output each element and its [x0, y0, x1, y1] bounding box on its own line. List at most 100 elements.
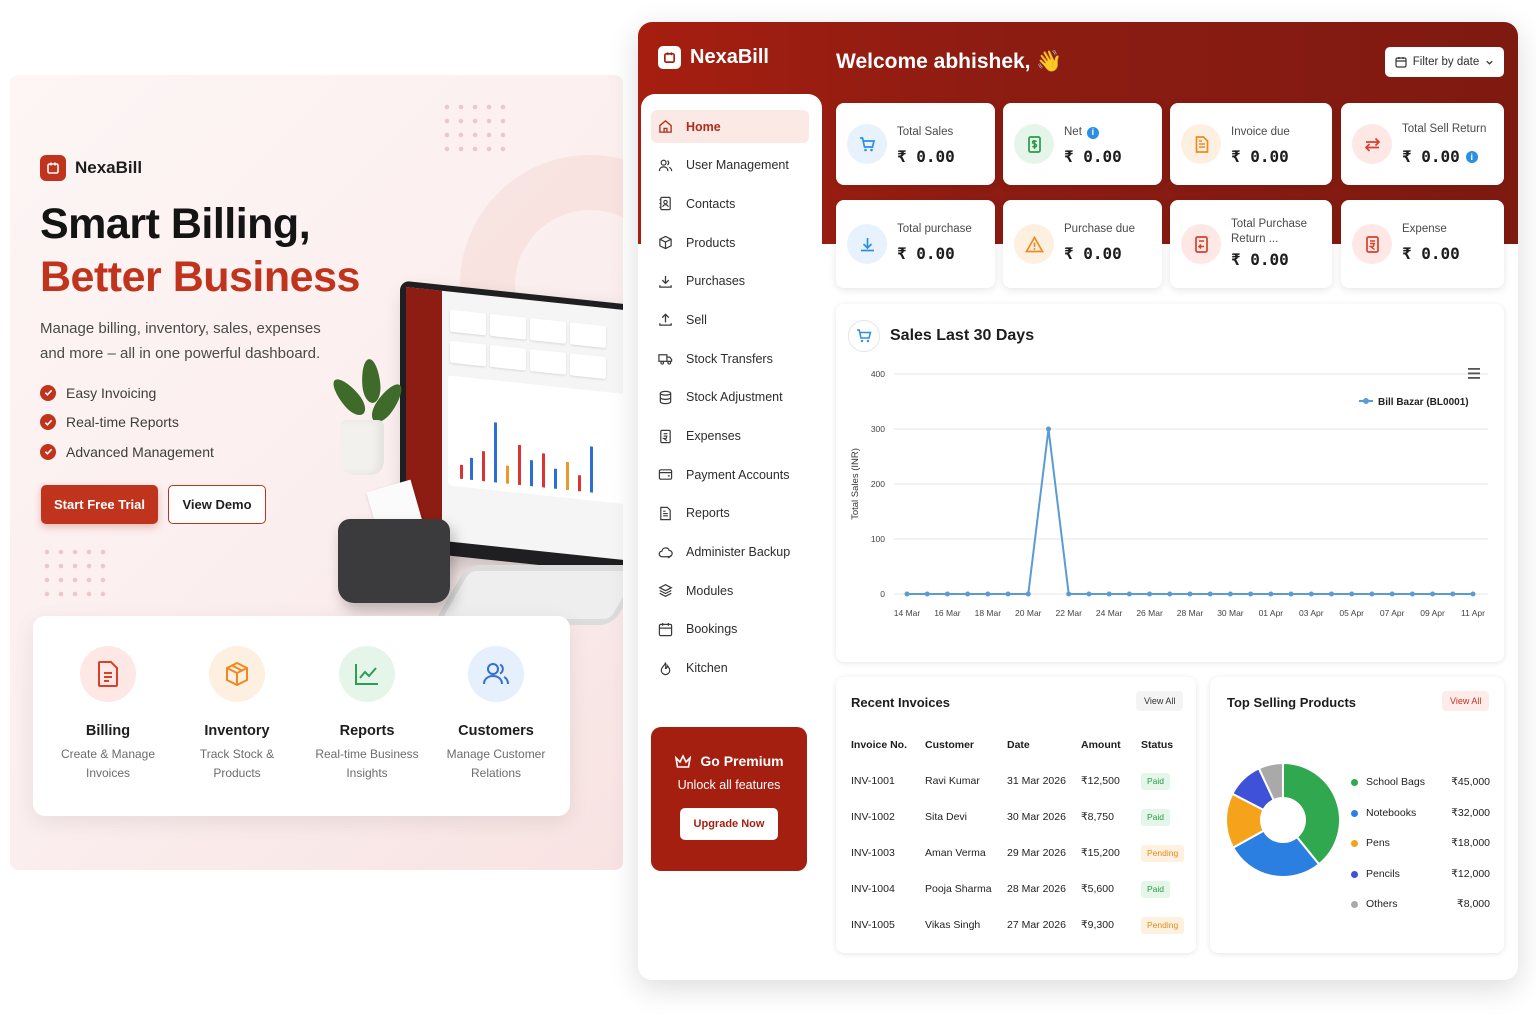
legend-item[interactable]: Others ₹8,000 — [1351, 894, 1490, 914]
data-point[interactable] — [1126, 591, 1132, 597]
legend-item[interactable]: School Bags ₹45,000 — [1351, 772, 1490, 792]
feature-desc: Products — [213, 766, 261, 780]
products-view-all-button[interactable]: View All — [1442, 691, 1490, 711]
data-point[interactable] — [1369, 591, 1375, 597]
table-row[interactable]: INV-1003 Aman Verma 29 Mar 2026 ₹15,200 Pend… — [851, 835, 1189, 871]
premium-title: Go Premium — [700, 753, 784, 769]
data-point[interactable] — [1207, 591, 1213, 597]
chart-menu-icon[interactable] — [1468, 368, 1480, 379]
data-point[interactable] — [1147, 591, 1153, 597]
stat-card-total-purchase-return[interactable]: Total Purchase Return ... ₹ 0.00 — [1170, 200, 1332, 288]
sidebar-item-label: Products — [686, 235, 736, 250]
table-row[interactable]: INV-1005 Vikas Singh 27 Mar 2026 ₹9,300 Pend… — [851, 907, 1189, 943]
expense-icon — [1352, 224, 1392, 264]
upgrade-now-button[interactable]: Upgrade Now — [680, 808, 778, 840]
sidebar-item-kitchen[interactable]: Kitchen — [651, 652, 809, 685]
stat-card-invoice-due[interactable]: Invoice due ₹ 0.00 — [1170, 103, 1332, 185]
sidebar-item-modules[interactable]: Modules — [651, 574, 809, 607]
data-point[interactable] — [1430, 591, 1436, 597]
filter-by-date-button[interactable]: Filter by date — [1385, 47, 1504, 77]
sidebar-item-stock-transfers[interactable]: Stock Transfers — [651, 342, 809, 375]
feature-desc: Create & Manage — [60, 747, 156, 761]
sidebar-item-user-management[interactable]: User Management — [651, 149, 809, 182]
data-point[interactable] — [1086, 591, 1092, 597]
stat-value-row: ₹ 0.00 — [897, 244, 955, 263]
feature-inventory[interactable]: Inventory Track Stock & Products — [172, 646, 302, 783]
view-demo-button[interactable]: View Demo — [168, 485, 266, 524]
feature-customers[interactable]: Customers Manage Customer Relations — [431, 646, 561, 783]
start-free-trial-button[interactable]: Start Free Trial — [41, 485, 158, 524]
data-point[interactable] — [1268, 591, 1274, 597]
stat-card-expense[interactable]: Expense ₹ 0.00 — [1341, 200, 1504, 288]
donut-slice[interactable] — [1231, 829, 1321, 878]
sales-chart-card: Sales Last 30 Days 0 100 200 300 400 14 Mar 1… — [836, 304, 1504, 662]
x-tick-label: 05 Apr — [1339, 608, 1364, 618]
data-point[interactable] — [1187, 591, 1193, 597]
sidebar-item-home[interactable]: Home — [651, 110, 809, 143]
data-point[interactable] — [1005, 591, 1011, 597]
sidebar-brand: NexaBill — [658, 46, 769, 69]
stat-card-total-sell-return[interactable]: Total Sell Return ₹ 0.00 i — [1341, 103, 1504, 185]
status-badge: Pending — [1141, 916, 1185, 934]
stat-card-net[interactable]: Net i ₹ 0.00 — [1003, 103, 1162, 185]
stat-value-row: ₹ 0.00 — [1231, 147, 1289, 166]
table-row[interactable]: INV-1002 Sita Devi 30 Mar 2026 ₹8,750 Paid — [851, 799, 1189, 835]
info-icon[interactable]: i — [1086, 126, 1099, 139]
data-point[interactable] — [1349, 591, 1355, 597]
data-point[interactable] — [1288, 591, 1294, 597]
sidebar-item-products[interactable]: Products — [651, 226, 809, 259]
stat-card-total-purchase[interactable]: Total purchase ₹ 0.00 — [836, 200, 995, 288]
feature-reports[interactable]: Reports Real-time Business Insights — [302, 646, 432, 783]
sidebar-item-stock-adjustment[interactable]: Stock Adjustment — [651, 381, 809, 414]
data-point[interactable] — [924, 591, 930, 597]
data-point[interactable] — [904, 591, 910, 597]
data-point[interactable] — [965, 591, 971, 597]
data-point[interactable] — [1066, 591, 1072, 597]
data-point[interactable] — [1025, 591, 1031, 597]
feature-billing[interactable]: Billing Create & Manage Invoices — [43, 646, 173, 783]
data-point[interactable] — [1389, 591, 1395, 597]
sidebar-item-payment-accounts[interactable]: Payment Accounts — [651, 458, 809, 491]
donut-slice[interactable] — [1282, 761, 1341, 866]
data-point[interactable] — [1227, 591, 1233, 597]
legend-item[interactable]: Pens ₹18,000 — [1351, 833, 1490, 853]
flame-icon — [660, 661, 671, 675]
legend-item[interactable]: Notebooks ₹32,000 — [1351, 803, 1490, 823]
info-icon[interactable]: i — [1465, 150, 1478, 163]
stat-card-purchase-due[interactable]: Purchase due ₹ 0.00 — [1003, 200, 1162, 288]
legend-item[interactable]: Pencils ₹12,000 — [1351, 864, 1490, 884]
data-point[interactable] — [1329, 591, 1334, 597]
chart-legend[interactable]: Bill Bazar (BL0001) — [1359, 397, 1469, 408]
data-point[interactable] — [944, 591, 950, 597]
data-point[interactable] — [1248, 591, 1254, 597]
legend-amount: ₹32,000 — [1451, 807, 1490, 819]
document-icon — [80, 646, 136, 702]
data-point[interactable] — [985, 591, 991, 597]
table-row[interactable]: INV-1001 Ravi Kumar 31 Mar 2026 ₹12,500 Paid — [851, 763, 1189, 799]
y-axis-label: Total Sales (INR) — [850, 448, 861, 520]
sidebar-item-expenses[interactable]: Expenses — [651, 420, 809, 453]
x-tick-label: 26 Mar — [1136, 608, 1163, 618]
money-bill-icon — [1014, 124, 1054, 164]
sidebar-item-sell[interactable]: Sell — [651, 303, 809, 336]
sidebar-item-reports[interactable]: Reports — [651, 497, 809, 530]
data-point[interactable] — [1470, 591, 1476, 597]
sidebar-item-administer-backup[interactable]: Administer Backup — [651, 536, 809, 569]
data-point[interactable] — [1106, 591, 1112, 597]
sidebar-item-bookings[interactable]: Bookings — [651, 613, 809, 646]
sidebar-item-purchases[interactable]: Purchases — [651, 265, 809, 298]
stat-card-total-sales[interactable]: Total Sales ₹ 0.00 — [836, 103, 995, 185]
x-tick-label: 24 Mar — [1096, 608, 1123, 618]
sidebar-item-contacts[interactable]: Contacts — [651, 187, 809, 220]
invoices-view-all-button[interactable]: View All — [1136, 691, 1184, 711]
return-icon — [1181, 224, 1221, 264]
x-tick-label: 01 Apr — [1259, 608, 1284, 618]
donut-slice[interactable] — [1257, 761, 1284, 802]
data-point[interactable] — [1450, 591, 1456, 597]
data-point[interactable] — [1046, 426, 1051, 432]
data-point[interactable] — [1308, 591, 1314, 597]
sidebar-item-label: User Management — [686, 158, 789, 173]
data-point[interactable] — [1409, 591, 1415, 597]
data-point[interactable] — [1167, 591, 1173, 597]
table-row[interactable]: INV-1004 Pooja Sharma 28 Mar 2026 ₹5,600 Pai… — [851, 871, 1189, 907]
